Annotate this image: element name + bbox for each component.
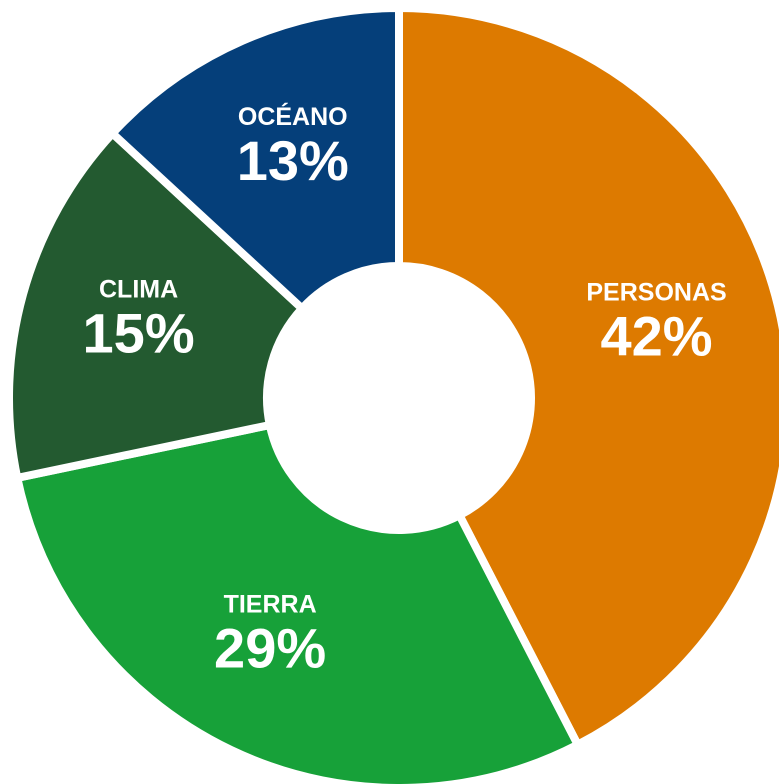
slice-tierra xyxy=(12,420,584,784)
slice-label-oceano: OCÉANO xyxy=(238,102,348,131)
chart-slices xyxy=(5,3,779,784)
slice-label-clima: CLIMA xyxy=(99,275,178,303)
slice-label-tierra: TIERRA xyxy=(224,590,317,618)
slice-value-clima: 15% xyxy=(83,301,195,364)
slice-value-tierra: 29% xyxy=(214,616,326,679)
slice-value-oceano: 13% xyxy=(237,129,349,192)
slice-oceano xyxy=(106,3,403,315)
slice-clima xyxy=(5,127,308,483)
slice-label-personas: PERSONAS xyxy=(586,279,726,307)
slice-value-personas: 42% xyxy=(600,305,712,368)
slice-personas xyxy=(395,3,779,751)
